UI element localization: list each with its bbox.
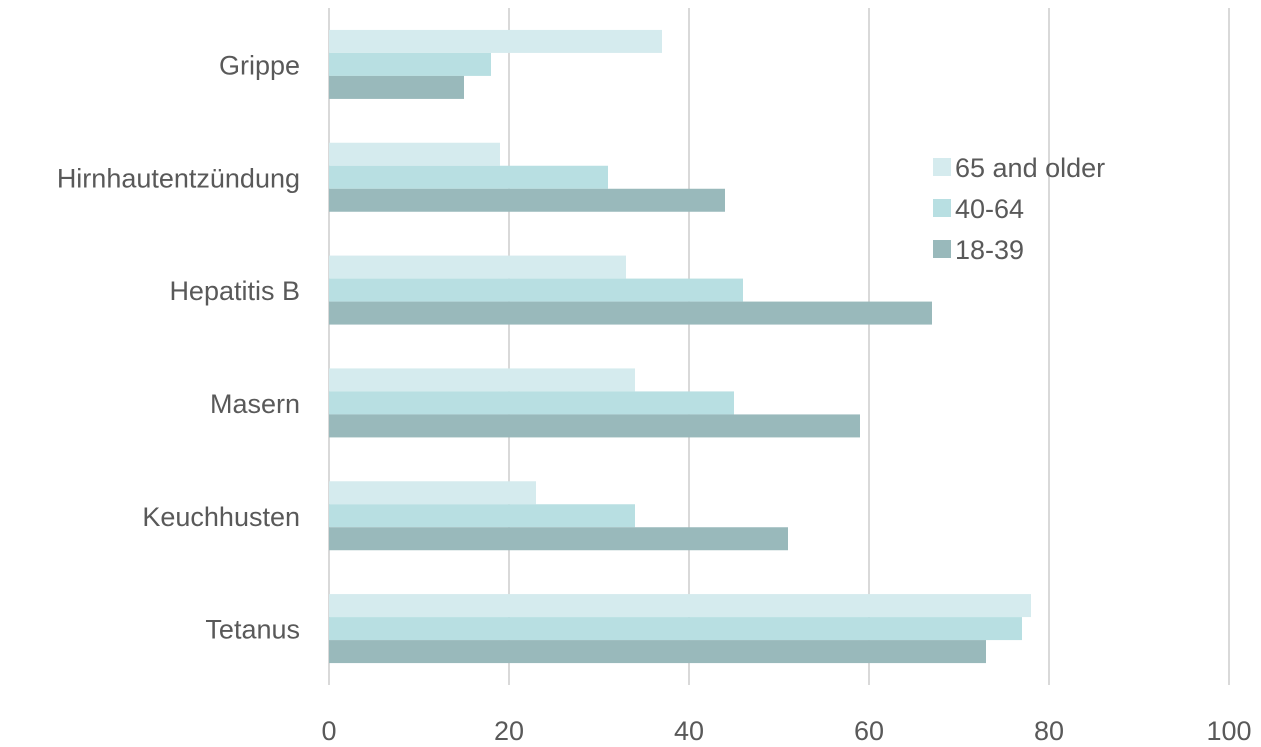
bar-masern-series-1 [329,391,734,415]
bar-hepatitis-b-series-1 [329,278,743,302]
bar-tetanus-series-2 [329,640,986,664]
category-label-3: Masern [210,389,300,419]
bar-tetanus-series-1 [329,617,1022,641]
x-tick-label-100: 100 [1206,716,1251,746]
bar-hepatitis-b-series-0 [329,255,626,279]
bar-grippe-series-1 [329,52,491,76]
legend: 65 and older 40-64 18-39 [933,153,1105,265]
x-tick-labels: 0 20 40 60 80 100 [321,716,1251,746]
bar-hirnhautentzündung-series-2 [329,188,725,212]
category-label-5: Tetanus [205,615,300,645]
bar-tetanus-series-0 [329,594,1031,618]
bar-grippe-series-0 [329,29,662,53]
bar-hirnhautentzündung-series-1 [329,165,608,189]
bar-hirnhautentzündung-series-0 [329,142,500,166]
category-label-4: Keuchhusten [142,502,300,532]
legend-label-1: 40-64 [955,194,1024,224]
bar-keuchhusten-series-0 [329,481,536,505]
bar-hepatitis-b-series-2 [329,301,932,325]
legend-label-2: 18-39 [955,235,1024,265]
x-tick-label-60: 60 [854,716,884,746]
gridlines [328,8,1230,685]
bar-masern-series-0 [329,368,635,392]
bar-keuchhusten-series-1 [329,504,635,528]
x-tick-label-20: 20 [494,716,524,746]
category-label-1: Hirnhautentzündung [57,163,300,193]
category-label-0: Grippe [219,50,300,80]
x-tick-label-80: 80 [1034,716,1064,746]
bar-grippe-series-2 [329,75,464,99]
legend-swatch-0 [933,158,951,176]
x-tick-label-40: 40 [674,716,704,746]
bar-masern-series-2 [329,414,860,438]
legend-swatch-1 [933,199,951,217]
bars [329,29,1031,664]
x-tick-label-0: 0 [321,716,336,746]
bar-keuchhusten-series-2 [329,527,788,551]
category-label-2: Hepatitis B [169,276,300,306]
category-labels: Grippe Hirnhautentzündung Hepatitis B Maser… [57,50,300,644]
legend-swatch-2 [933,240,951,258]
legend-label-0: 65 and older [955,153,1105,183]
